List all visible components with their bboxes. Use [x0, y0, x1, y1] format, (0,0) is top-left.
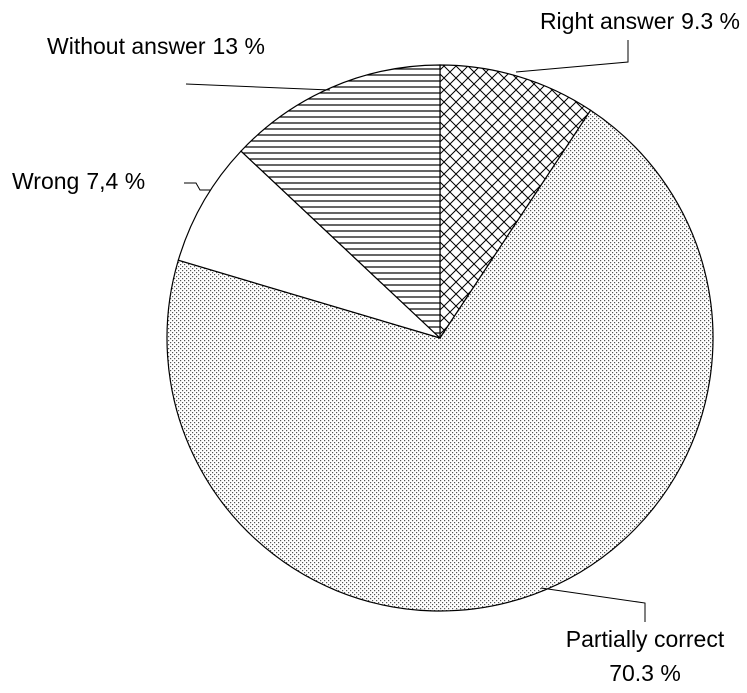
- slice-category: Right answer: [540, 8, 675, 34]
- slice-label: Without answer 13 %: [47, 33, 265, 59]
- pie-slice: [177, 150, 441, 339]
- leader-line: [185, 83, 331, 91]
- slice-category: Wrong: [12, 168, 79, 194]
- leader-line: [540, 587, 646, 622]
- slice-value-label: 9.3 %: [681, 8, 740, 34]
- pie-slice: [439, 64, 592, 340]
- slice-label: Wrong 7,4 %: [12, 168, 145, 194]
- slice-category: Without answer: [47, 33, 206, 59]
- pie-slice: [166, 109, 714, 612]
- slice-category: Partially correct: [566, 626, 725, 652]
- leader-line: [515, 40, 629, 73]
- slice-value-label: 7,4 %: [86, 168, 145, 194]
- leader-line: [184, 182, 211, 191]
- pie-slice: [240, 64, 441, 340]
- slice-value-label: 13 %: [213, 33, 265, 59]
- slice-value-label: 70.3 %: [609, 660, 681, 686]
- slice-label: Right answer 9.3 %: [540, 8, 740, 34]
